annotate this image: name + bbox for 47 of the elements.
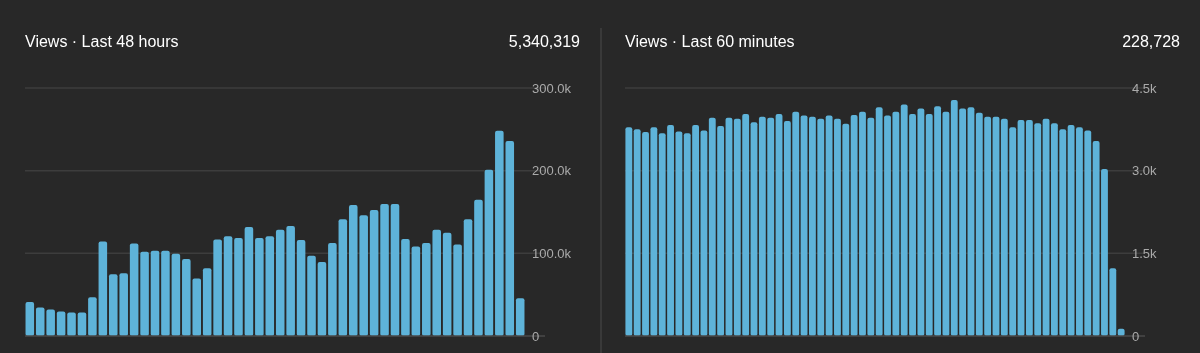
bar bbox=[255, 238, 264, 336]
bar bbox=[202, 268, 212, 336]
bar bbox=[150, 250, 160, 336]
bar bbox=[296, 240, 306, 336]
bar bbox=[161, 250, 170, 336]
bar bbox=[411, 246, 421, 336]
bar bbox=[463, 219, 473, 336]
bar bbox=[129, 243, 139, 336]
bar bbox=[25, 302, 35, 336]
bar bbox=[317, 261, 327, 336]
bar bbox=[625, 127, 633, 336]
bar bbox=[275, 229, 285, 336]
bar bbox=[484, 169, 494, 336]
bar bbox=[401, 239, 410, 336]
y-tick-label: 1.5k bbox=[1132, 245, 1158, 261]
bar bbox=[234, 238, 243, 336]
bar bbox=[442, 232, 452, 336]
bar bbox=[286, 225, 295, 336]
y-tick-label: 0 bbox=[1132, 328, 1140, 344]
y-tick-label: 3.0k bbox=[1132, 163, 1158, 179]
bar bbox=[223, 236, 233, 336]
chart-subtitle: 228,728 bbox=[1122, 33, 1181, 50]
y-tick-label: 200.0k bbox=[532, 163, 572, 179]
bar bbox=[338, 219, 348, 336]
bar bbox=[213, 239, 222, 336]
y-tick-label: 4.5k bbox=[1132, 80, 1158, 96]
bar bbox=[307, 255, 316, 336]
bar bbox=[380, 204, 389, 336]
bar bbox=[328, 243, 337, 336]
bar bbox=[515, 298, 525, 336]
bar bbox=[88, 297, 97, 336]
bar bbox=[244, 226, 254, 336]
bar bbox=[390, 204, 400, 336]
y-tick-label: 300.0k bbox=[532, 80, 572, 96]
bar bbox=[171, 253, 181, 336]
y-tick-label: 100.0k bbox=[532, 245, 572, 261]
bar bbox=[369, 210, 379, 336]
bar bbox=[453, 244, 462, 336]
y-tick-label: 0 bbox=[532, 328, 540, 344]
bar bbox=[474, 199, 483, 336]
chart-title: Views · Last 60 minutes bbox=[625, 33, 795, 50]
bar bbox=[140, 251, 149, 336]
bar bbox=[67, 312, 76, 336]
chart-title: Views · Last 48 hours bbox=[25, 33, 179, 50]
chart-subtitle: 5,340,319 bbox=[508, 33, 581, 50]
bar bbox=[265, 236, 275, 336]
bar bbox=[98, 241, 108, 336]
